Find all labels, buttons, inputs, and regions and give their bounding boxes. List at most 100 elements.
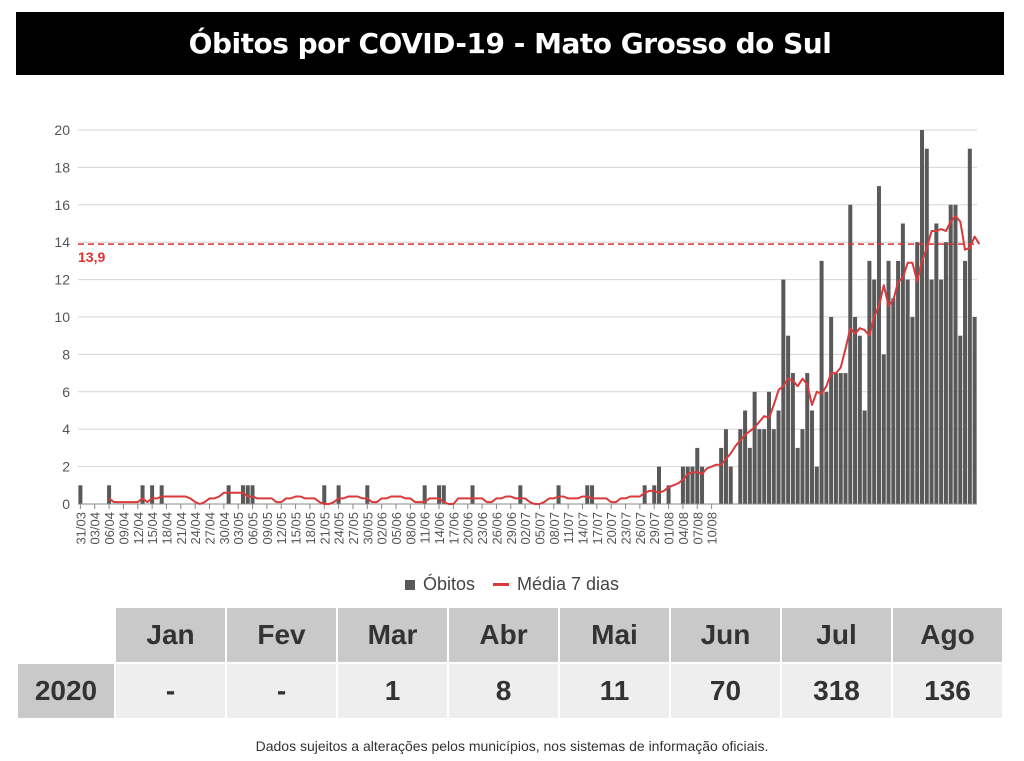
x-tick-label: 05/07 <box>532 512 547 545</box>
bar <box>752 391 757 504</box>
table-value-fev: - <box>227 662 336 718</box>
bar <box>470 485 475 504</box>
bar <box>900 223 905 504</box>
bar <box>685 466 690 504</box>
bar <box>872 279 877 504</box>
table-year-cell: 2020 <box>18 662 114 718</box>
title-bar: Óbitos por COVID-19 - Mato Grosso do Sul <box>16 12 1004 75</box>
bar <box>159 485 164 504</box>
bar <box>728 466 733 504</box>
bar <box>843 373 848 504</box>
x-tick-label: 15/05 <box>289 512 304 545</box>
bar <box>800 429 805 504</box>
bar <box>422 485 427 504</box>
legend-line-swatch <box>492 583 509 586</box>
y-tick-label: 16 <box>54 197 70 213</box>
x-tick-label: 11/06 <box>418 512 433 544</box>
x-tick-label: 14/06 <box>432 512 447 545</box>
bar <box>924 148 929 504</box>
x-tick-label: 10/08 <box>705 512 720 545</box>
bar <box>857 335 862 504</box>
bar <box>915 242 920 504</box>
x-tick-label: 26/06 <box>489 512 504 545</box>
bar <box>934 223 939 504</box>
x-tick-label: 20/06 <box>461 512 476 545</box>
bar <box>743 410 748 504</box>
bar <box>838 373 843 504</box>
y-tick-label: 20 <box>54 122 70 138</box>
bar <box>766 391 771 504</box>
legend-bar-label: Óbitos <box>422 574 475 594</box>
x-tick-label: 17/07 <box>590 512 605 545</box>
x-tick-label: 21/05 <box>317 512 332 545</box>
footnote: Dados sujeitos a alterações pelos municí… <box>255 738 769 754</box>
bar <box>771 429 776 504</box>
chart-legend: Óbitos Média 7 dias <box>0 574 1024 595</box>
bar <box>695 447 700 504</box>
bar <box>140 485 145 504</box>
x-tick-label: 29/06 <box>504 512 519 545</box>
y-tick-label: 4 <box>62 421 70 437</box>
x-tick-label: 27/05 <box>346 512 361 545</box>
bar <box>848 204 853 505</box>
table-value-mar: 1 <box>338 662 447 718</box>
x-tick-label: 01/08 <box>662 512 677 545</box>
bar <box>762 429 767 504</box>
bar <box>790 373 795 504</box>
bar <box>642 485 647 504</box>
table-header-jul: Jul <box>782 608 891 662</box>
x-tick-label: 26/07 <box>633 512 648 545</box>
table-value-jun: 70 <box>671 662 780 718</box>
bar <box>939 279 944 504</box>
bar <box>963 260 968 504</box>
table-header-jun: Jun <box>671 608 780 662</box>
bar <box>700 466 705 504</box>
bar <box>972 317 977 504</box>
page-title: Óbitos por COVID-19 - Mato Grosso do Sul <box>188 27 832 60</box>
bar <box>240 485 245 504</box>
bar <box>795 447 800 504</box>
bar <box>441 485 446 504</box>
y-tick-label: 2 <box>62 459 70 475</box>
monthly-summary-table: Jan Fev Mar Abr Mai Jun Jul Ago 2020 - -… <box>16 608 1004 718</box>
x-tick-label: 30/05 <box>360 512 375 545</box>
x-tick-label: 27/04 <box>203 512 218 545</box>
legend-item-bars: Óbitos <box>404 574 475 595</box>
bar <box>829 317 834 504</box>
y-tick-label: 8 <box>62 346 70 362</box>
x-tick-label: 06/05 <box>246 512 261 545</box>
legend-bar-swatch <box>404 579 415 590</box>
x-tick-label: 20/07 <box>604 512 619 545</box>
x-tick-label: 02/06 <box>375 512 390 545</box>
bar <box>810 410 815 504</box>
x-tick-label: 05/06 <box>389 512 404 545</box>
table-header-ago: Ago <box>893 608 1002 662</box>
bar <box>226 485 231 504</box>
legend-item-line: Média 7 dias <box>492 574 619 595</box>
bar <box>747 447 752 504</box>
table-header-mar: Mar <box>338 608 447 662</box>
bar <box>853 317 858 504</box>
table-value-jul: 318 <box>782 662 891 718</box>
x-tick-label: 03/05 <box>231 512 246 545</box>
bar <box>833 373 838 504</box>
bar <box>891 298 896 504</box>
bar <box>910 317 915 504</box>
x-tick-label: 08/06 <box>403 512 418 545</box>
table-header-abr: Abr <box>449 608 558 662</box>
bar <box>666 485 671 504</box>
bar <box>322 485 327 504</box>
bar <box>876 186 881 504</box>
bar <box>757 429 762 504</box>
x-tick-label: 18/05 <box>303 512 318 545</box>
reference-line-label: 13,9 <box>78 249 105 265</box>
bar <box>518 485 523 504</box>
x-tick-label: 08/07 <box>547 512 562 545</box>
bar <box>967 148 972 504</box>
x-tick-label: 15/04 <box>145 512 160 545</box>
bar <box>905 279 910 504</box>
bar <box>556 485 561 504</box>
bar <box>819 260 824 504</box>
x-tick-label: 14/07 <box>575 512 590 545</box>
x-tick-label: 17/06 <box>446 512 461 545</box>
